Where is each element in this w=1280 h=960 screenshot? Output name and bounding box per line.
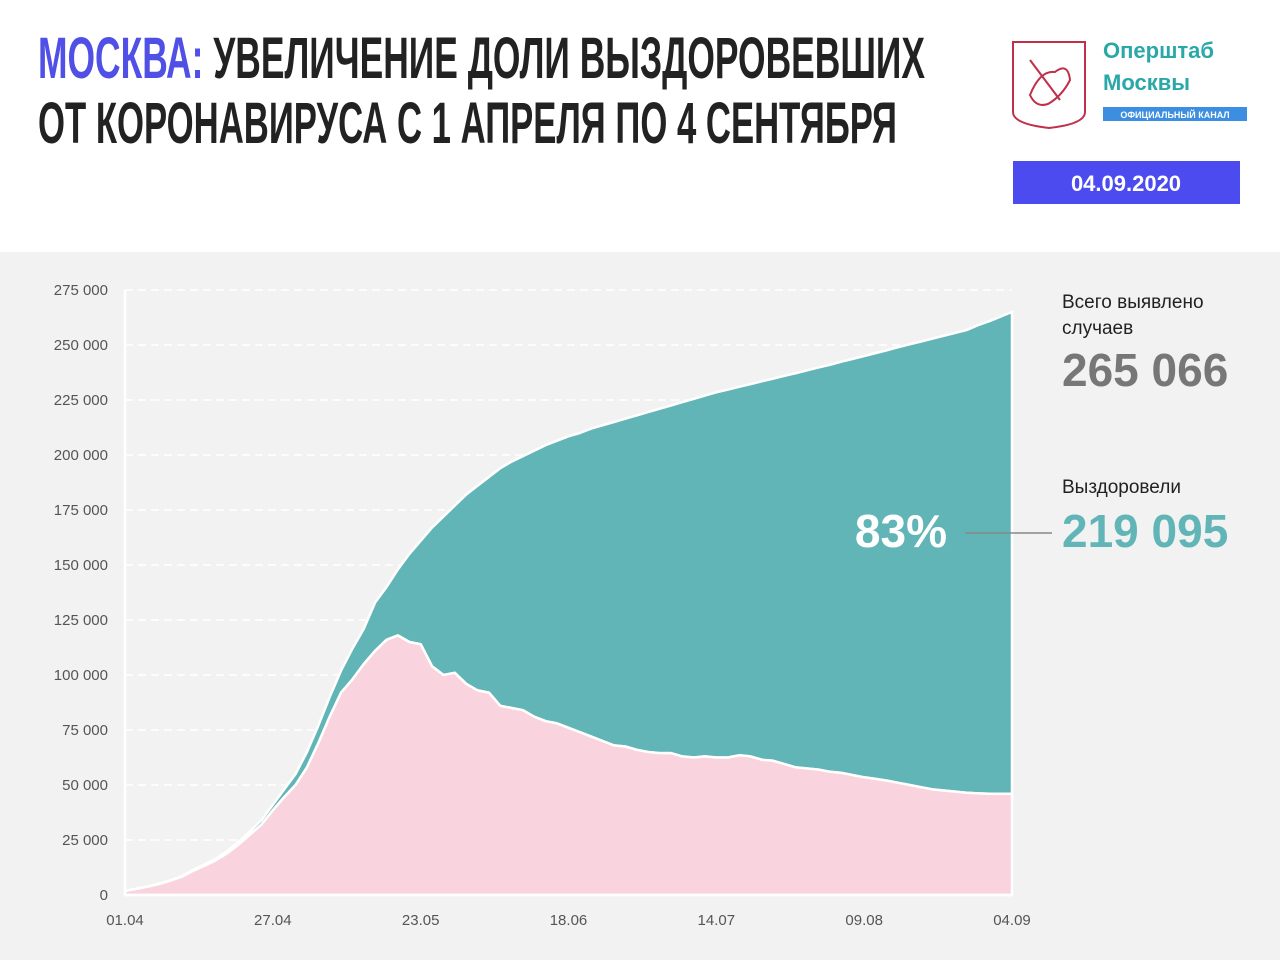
title-line-1: МОСКВА: УВЕЛИЧЕНИЕ ДОЛИ ВЫЗДОРОВЕВШИХ bbox=[38, 26, 925, 91]
y-tick-label: 75 000 bbox=[62, 722, 108, 739]
y-tick-label: 200 000 bbox=[54, 447, 108, 464]
y-tick-label: 50 000 bbox=[62, 777, 108, 794]
y-tick-label: 275 000 bbox=[54, 282, 108, 299]
y-tick-label: 100 000 bbox=[54, 667, 108, 684]
title-line-2: ОТ КОРОНАВИРУСА С 1 АПРЕЛЯ ПО 4 СЕНТЯБРЯ bbox=[38, 91, 897, 156]
recovered-label: Выздоровели bbox=[1062, 477, 1181, 498]
logo-emblem bbox=[1012, 41, 1086, 130]
x-tick-label: 18.06 bbox=[550, 912, 588, 929]
x-tick-label: 01.04 bbox=[106, 912, 144, 929]
y-tick-label: 250 000 bbox=[54, 337, 108, 354]
y-tick-label: 225 000 bbox=[54, 392, 108, 409]
x-tick-label: 23.05 bbox=[402, 912, 440, 929]
x-tick-label: 14.07 bbox=[698, 912, 736, 929]
logo-text: Москвы bbox=[1103, 70, 1190, 95]
logo-badge bbox=[1103, 107, 1247, 121]
x-tick-label: 09.08 bbox=[845, 912, 883, 929]
y-tick-label: 150 000 bbox=[54, 557, 108, 574]
date-box bbox=[1013, 161, 1240, 204]
x-tick-label: 27.04 bbox=[254, 912, 292, 929]
recovered-value: 219 095 bbox=[1062, 505, 1229, 557]
y-tick-label: 175 000 bbox=[54, 502, 108, 519]
y-tick-label: 125 000 bbox=[54, 612, 108, 629]
title-highlight: МОСКВА: bbox=[38, 26, 203, 91]
share-value: 83% bbox=[854, 505, 947, 557]
logo-badge-text: ОФИЦИАЛЬНЫЙ КАНАЛ bbox=[1120, 109, 1229, 120]
logo-text: Оперштаб bbox=[1103, 38, 1214, 63]
total-label: Всего выявлено случаев bbox=[1062, 292, 1204, 339]
y-tick-label: 0 bbox=[100, 887, 108, 904]
y-tick-label: 25 000 bbox=[62, 832, 108, 849]
total-value: 265 066 bbox=[1062, 344, 1229, 396]
x-tick-label: 04.09 bbox=[993, 912, 1031, 929]
date: 04.09.2020 bbox=[1071, 171, 1181, 196]
title-text: УВЕЛИЧЕНИЕ ДОЛИ ВЫЗДОРОВЕВШИХ bbox=[213, 26, 925, 91]
